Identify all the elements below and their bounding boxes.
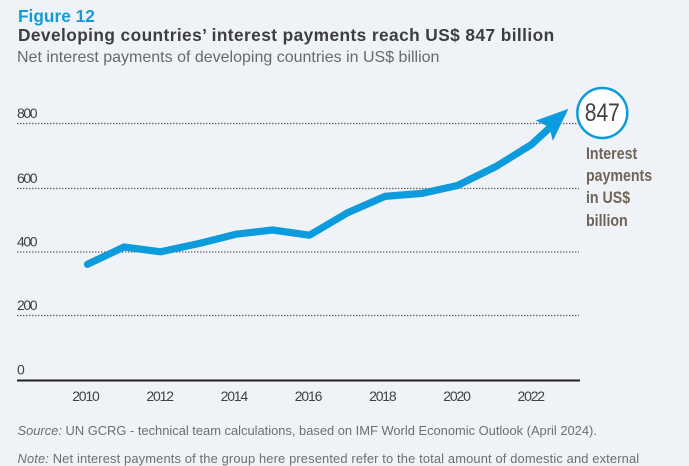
svg-text:2014: 2014	[221, 388, 249, 404]
svg-text:400: 400	[17, 233, 38, 249]
svg-text:2020: 2020	[443, 388, 471, 404]
svg-text:2010: 2010	[72, 388, 100, 404]
svg-text:800: 800	[17, 105, 38, 121]
svg-text:0: 0	[17, 362, 25, 378]
svg-text:600: 600	[17, 170, 38, 186]
svg-text:200: 200	[17, 297, 38, 313]
svg-text:2018: 2018	[369, 388, 397, 404]
svg-text:847: 847	[585, 99, 620, 127]
svg-text:2022: 2022	[518, 388, 546, 404]
svg-text:2012: 2012	[146, 388, 174, 404]
svg-text:2016: 2016	[295, 388, 323, 404]
